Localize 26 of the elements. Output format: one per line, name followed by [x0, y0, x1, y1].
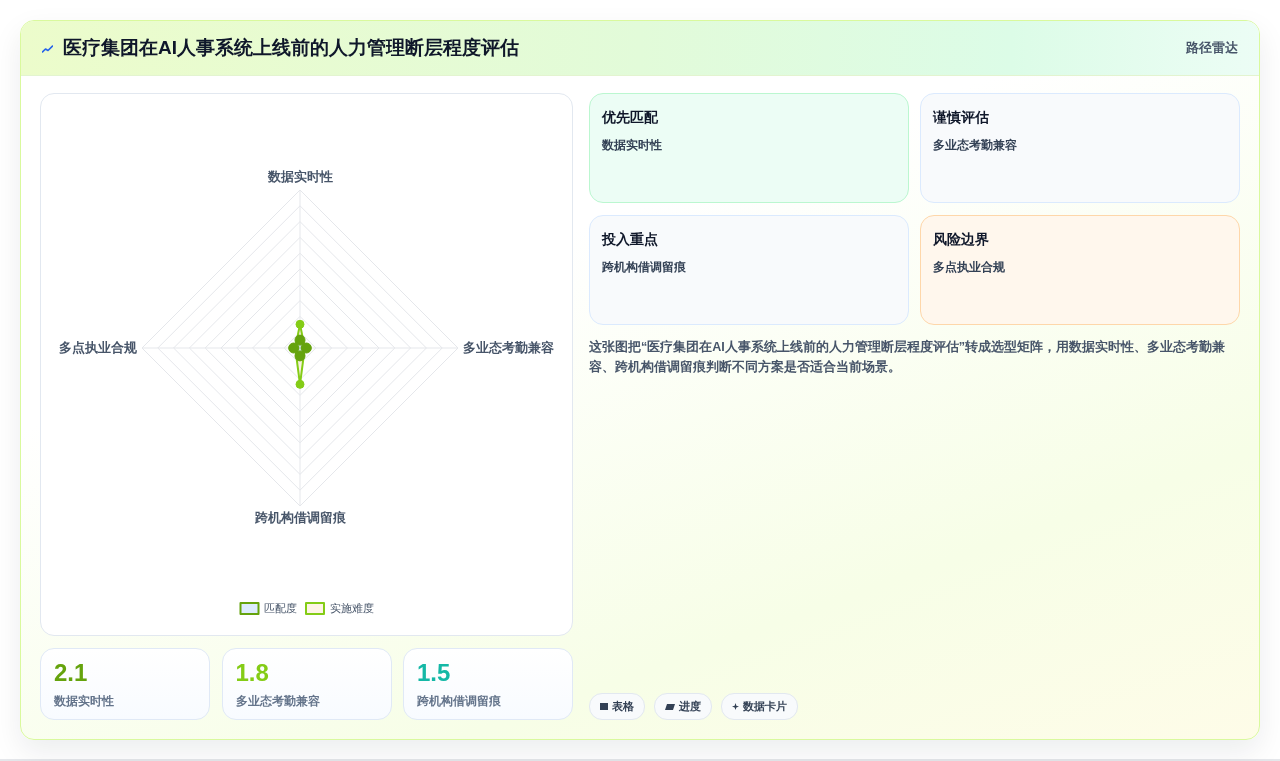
text: 跨机构借调留痕: [602, 259, 686, 275]
category-label: 跨机构借调留痕: [417, 693, 501, 709]
data-label: 2.1: [54, 659, 88, 687]
spoke-label: 多点执业合规: [59, 339, 138, 355]
spoke-label: 跨机构借调留痕: [253, 510, 347, 526]
spoke-label: 多业态考勤兼容: [463, 339, 554, 355]
legend-label: 实施难度: [329, 601, 374, 614]
text: 路径雷达: [1186, 40, 1238, 56]
category-label: 表格: [612, 699, 634, 714]
text: 医疗集团在AI人事系统上线前的人力管理断层程度评估: [63, 36, 519, 60]
text: 这张图把“医疗集团在AI人事系统上线前的人力管理断层程度评估”转成选型矩阵，用数据实时性、多业态考勤兼容、跨机构借调留痕判断不同方案是否适合当前场景。: [589, 338, 1226, 376]
category-label: 投入重点: [602, 230, 658, 248]
text: 数据实时性: [602, 137, 662, 153]
category-label: 优先匹配: [602, 108, 658, 126]
category-label: 进度: [679, 699, 701, 714]
category-label: 数据实时性: [54, 693, 114, 709]
legend-label: 匹配度: [264, 601, 297, 614]
category-label: 多业态考勤兼容: [235, 693, 320, 709]
data-label: 1.8: [235, 659, 269, 687]
category-label: 风险边界: [933, 230, 989, 248]
text: 多业态考勤兼容: [933, 137, 1017, 153]
data-label: 1.5: [417, 659, 451, 687]
category-label: 数据卡片: [743, 699, 787, 714]
category-label: 谨慎评估: [933, 108, 989, 126]
spoke-label: 数据实时性: [266, 168, 333, 184]
text: 多点执业合规: [933, 259, 1005, 275]
